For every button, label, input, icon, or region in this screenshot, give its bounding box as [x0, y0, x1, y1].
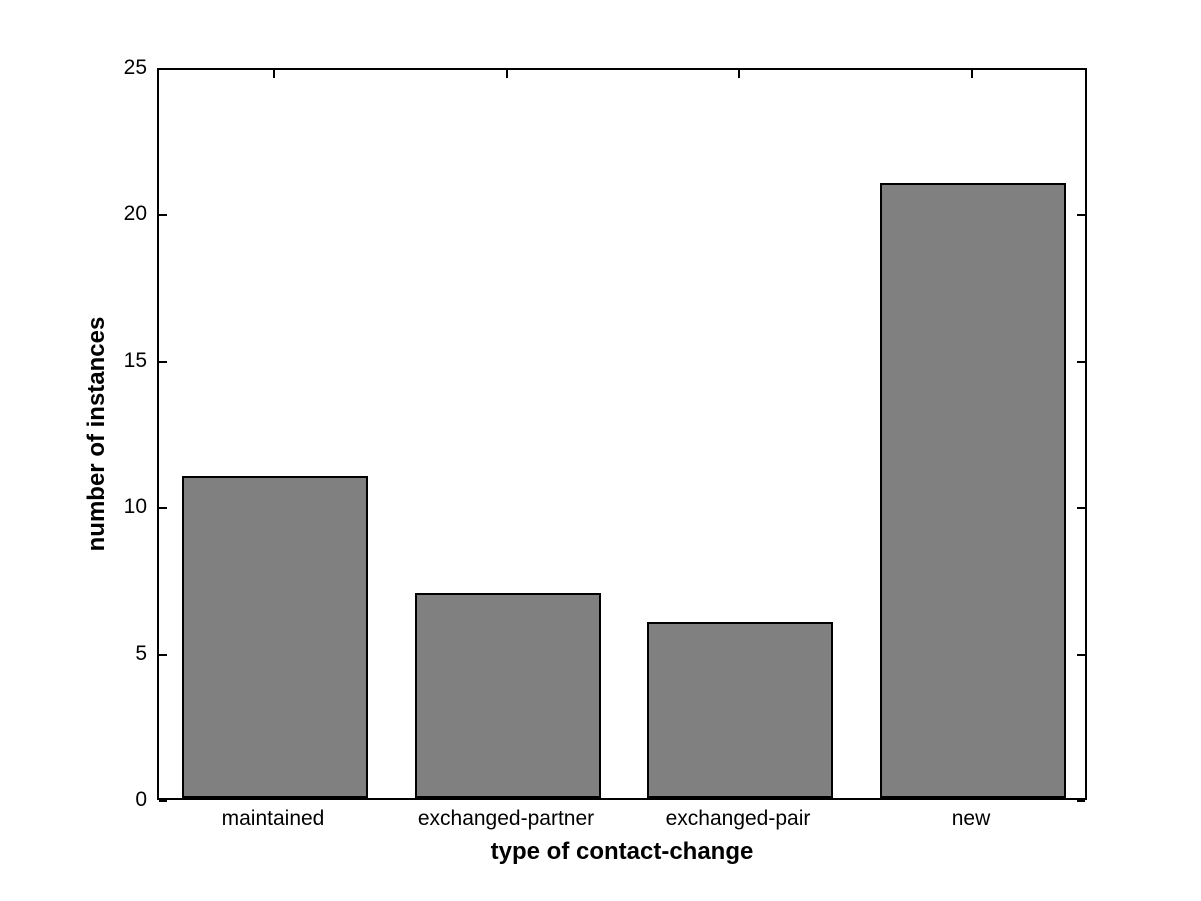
- y-tick-mark: [159, 654, 167, 656]
- y-tick-mark: [1077, 68, 1085, 70]
- y-tick-mark: [159, 800, 167, 802]
- y-tick-label: 0: [135, 788, 147, 811]
- y-tick-label: 5: [135, 642, 147, 665]
- y-tick-mark: [1077, 654, 1085, 656]
- y-axis-title: number of instances: [83, 316, 110, 552]
- y-tick-label: 25: [123, 56, 147, 79]
- bar-maintained: [182, 476, 368, 798]
- x-category-label: exchanged-partner: [417, 807, 595, 830]
- x-tick-mark: [273, 70, 275, 78]
- y-tick-mark: [1077, 361, 1085, 363]
- x-tick-mark: [971, 70, 973, 78]
- y-tick-mark: [1077, 507, 1085, 509]
- y-tick-mark: [159, 214, 167, 216]
- y-tick-mark: [159, 68, 167, 70]
- x-axis-title: type of contact-change: [490, 838, 754, 865]
- y-tick-label: 10: [123, 495, 147, 518]
- y-tick-label: 15: [123, 349, 147, 372]
- x-category-label: new: [951, 807, 991, 830]
- y-tick-mark: [1077, 214, 1085, 216]
- x-tick-mark: [506, 70, 508, 78]
- bar-exchanged-partner: [415, 593, 601, 798]
- plot-area: [157, 68, 1087, 802]
- y-tick-mark: [159, 361, 167, 363]
- y-tick-label: 20: [123, 202, 147, 225]
- bar-exchanged-pair: [647, 622, 833, 798]
- x-tick-mark: [738, 70, 740, 78]
- x-category-label: exchanged-pair: [665, 807, 811, 830]
- x-category-label: maintained: [221, 807, 325, 830]
- y-tick-mark: [159, 507, 167, 509]
- y-tick-mark: [1077, 800, 1085, 802]
- bar-new: [880, 183, 1066, 798]
